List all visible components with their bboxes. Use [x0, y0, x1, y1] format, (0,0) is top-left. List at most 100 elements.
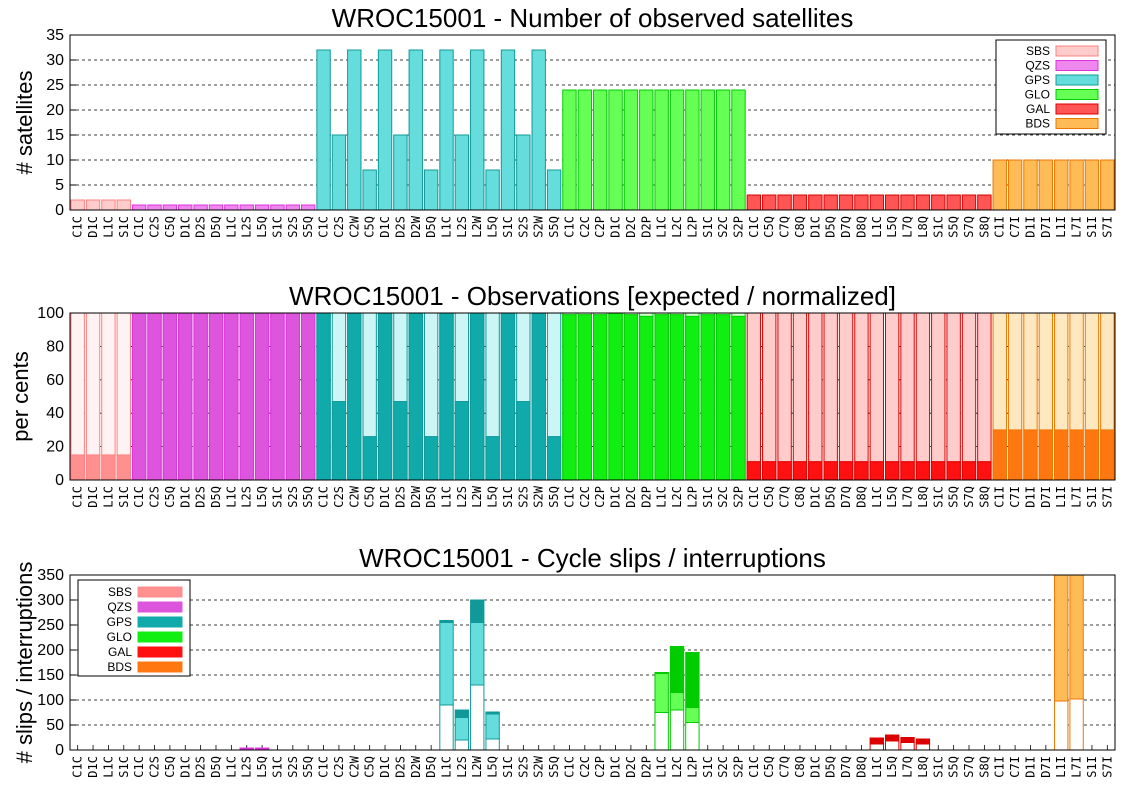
- expected-bar: [838, 312, 854, 481]
- expected-bar: [884, 312, 900, 481]
- expected-bar: [808, 312, 823, 481]
- satellite-count-bar: [301, 204, 316, 211]
- legend-swatch: [1055, 118, 1099, 129]
- satellite-count-bar: [669, 89, 685, 211]
- slips-upper-bar: [685, 652, 700, 708]
- normalized-bar: [623, 314, 639, 481]
- satellite-count-bar: [746, 194, 762, 211]
- satellite-count-bar: [347, 49, 362, 211]
- slips-lower-bar: [685, 722, 700, 751]
- normalized-bar: [931, 461, 946, 481]
- x-tick-label: L5Q: [255, 216, 269, 238]
- x-tick-label: D1C: [378, 756, 392, 778]
- normalized-bar: [823, 461, 838, 481]
- x-tick-label: D2P: [639, 216, 653, 238]
- x-tick-label: D5Q: [824, 486, 838, 508]
- satellite-count-bar: [562, 89, 577, 211]
- y-tick-label: 60: [46, 372, 64, 389]
- y-tick-label: 300: [37, 592, 64, 609]
- chart-title: WROC15001 - Observations [expected / nor…: [289, 281, 896, 311]
- x-tick-label: S5Q: [947, 216, 961, 238]
- x-tick-label: C1C: [132, 216, 146, 238]
- normalized-bar: [439, 312, 454, 481]
- x-tick-label: D8Q: [854, 486, 868, 508]
- x-tick-label: D1C: [178, 486, 192, 508]
- x-tick-label: S7I: [1100, 756, 1114, 778]
- satellite-count-bar: [362, 169, 377, 211]
- satellite-count-bar: [900, 194, 915, 211]
- slips-middle-bar: [454, 717, 470, 741]
- x-tick-label: L1C: [440, 216, 454, 238]
- x-tick-label: L5Q: [255, 756, 269, 778]
- x-tick-label: L7Q: [901, 216, 915, 238]
- y-tick-label: 15: [46, 127, 64, 144]
- x-tick-label: S8Q: [977, 486, 991, 508]
- x-tick-label: L7Q: [901, 756, 915, 778]
- normalized-bar: [347, 312, 362, 481]
- x-tick-label: C1C: [562, 216, 576, 238]
- x-tick-label: S5Q: [547, 486, 561, 508]
- expected-bar: [977, 312, 992, 481]
- x-tick-label: D8Q: [854, 756, 868, 778]
- x-tick-label: C8Q: [793, 216, 807, 238]
- slips-middle-bar: [470, 622, 485, 686]
- legend-label: GLO: [1025, 88, 1050, 102]
- x-tick-label: C1C: [71, 486, 85, 508]
- chart-title: WROC15001 - Cycle slips / interruptions: [359, 543, 826, 573]
- x-tick-label: C2S: [148, 756, 162, 778]
- satellite-count-bar: [869, 194, 884, 211]
- normalized-bar: [208, 312, 224, 481]
- satellite-count-bar: [977, 194, 992, 211]
- slips-upper-bar: [869, 737, 884, 745]
- x-tick-label: D5Q: [209, 216, 223, 238]
- x-tick-label: L7I: [1070, 756, 1084, 778]
- x-tick-label: D2W: [409, 485, 423, 507]
- slips-lower-bar: [1054, 700, 1069, 751]
- legend-swatch: [137, 586, 183, 598]
- y-tick-label: 200: [37, 642, 64, 659]
- satellite-count-bar: [685, 89, 700, 211]
- x-tick-label: L2P: [685, 756, 699, 778]
- normalized-bar: [777, 461, 792, 481]
- x-tick-label: L2P: [685, 486, 699, 508]
- x-tick-label: L5Q: [885, 486, 899, 508]
- x-tick-label: D2S: [194, 486, 208, 508]
- normalized-bar: [869, 461, 884, 481]
- x-tick-label: C2P: [593, 216, 607, 238]
- x-tick-label: D7I: [1039, 216, 1053, 238]
- satellite-count-bar: [808, 194, 823, 211]
- satellite-count-bar: [85, 199, 101, 211]
- x-tick-label: D1C: [86, 486, 100, 508]
- x-tick-label: L1C: [655, 216, 669, 238]
- y-axis-label: # satellites: [12, 71, 37, 175]
- x-tick-label: D1C: [178, 216, 192, 238]
- x-tick-label: D7Q: [839, 756, 853, 778]
- x-tick-label: S2P: [731, 216, 745, 238]
- normalized-bar: [546, 436, 562, 481]
- legend-label: BDS: [107, 660, 132, 674]
- x-tick-label: C8Q: [793, 756, 807, 778]
- legend-swatch: [1055, 45, 1099, 57]
- x-tick-label: S1I: [1085, 486, 1099, 508]
- plot-border: [69, 34, 1116, 211]
- satellite-count-bar: [1038, 159, 1054, 211]
- x-tick-label: C5Q: [762, 216, 776, 238]
- x-tick-label: S1C: [117, 756, 131, 778]
- expected-bar: [931, 312, 946, 481]
- x-tick-label: L5Q: [486, 486, 500, 508]
- x-tick-label: S8Q: [977, 756, 991, 778]
- x-tick-label: S1C: [501, 486, 515, 508]
- normalized-bar: [408, 312, 423, 481]
- x-tick-label: L7I: [1070, 486, 1084, 508]
- slips-lower-bar: [869, 743, 884, 751]
- x-tick-label: S1C: [701, 486, 715, 508]
- x-tick-label: C1I: [993, 756, 1007, 778]
- x-tick-label: D5Q: [209, 756, 223, 778]
- normalized-bar: [485, 436, 500, 481]
- expected-bar: [854, 312, 869, 481]
- x-tick-label: L5Q: [885, 216, 899, 238]
- expected-bar: [900, 312, 915, 481]
- satellite-count-bar: [531, 49, 546, 211]
- expected-bar: [792, 312, 808, 481]
- x-tick-label: S8Q: [977, 216, 991, 238]
